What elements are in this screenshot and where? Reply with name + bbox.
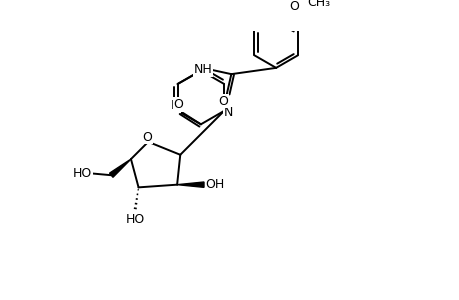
Text: CH₃: CH₃ xyxy=(307,0,330,9)
Text: N: N xyxy=(171,99,180,112)
Text: O: O xyxy=(142,131,152,144)
Text: NH: NH xyxy=(193,63,212,76)
Text: HO: HO xyxy=(73,167,92,180)
Polygon shape xyxy=(177,182,203,188)
Text: HO: HO xyxy=(125,213,144,226)
Text: O: O xyxy=(289,0,298,14)
Text: N: N xyxy=(224,106,233,119)
Text: O: O xyxy=(173,98,183,111)
Polygon shape xyxy=(109,159,131,177)
Text: O: O xyxy=(218,94,228,107)
Text: OH: OH xyxy=(205,178,224,191)
